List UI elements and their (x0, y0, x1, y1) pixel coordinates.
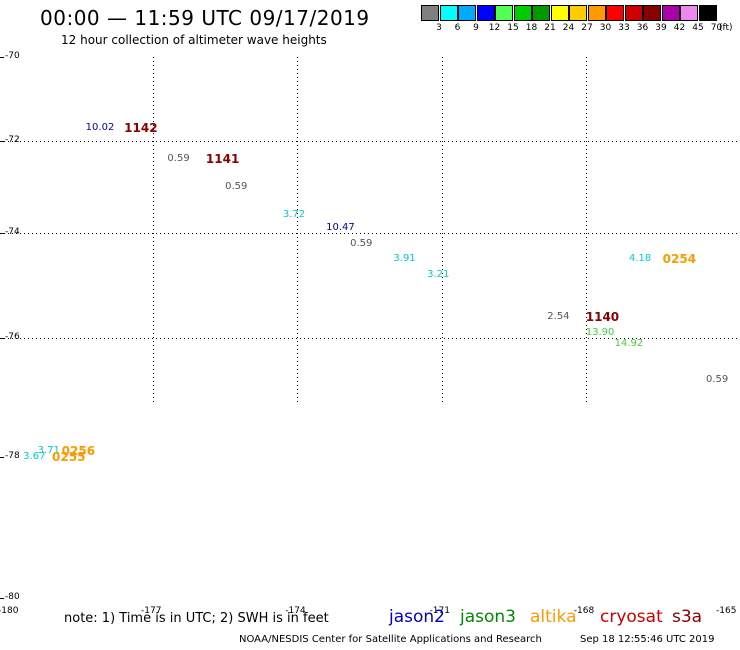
wave-height-value: 2.54 (547, 311, 570, 322)
legend-swatch (532, 5, 550, 21)
legend-swatch (624, 5, 643, 21)
legend-swatch (439, 5, 458, 21)
lat-label: -70 (5, 51, 20, 61)
pass-time-label: 1141 (205, 152, 240, 167)
legend-unit: (ft) (719, 23, 733, 33)
wave-height-value: 3.72 (282, 208, 306, 220)
legend-swatch (513, 5, 532, 21)
legend-swatch (495, 5, 513, 21)
lat-label: -72 (5, 135, 20, 145)
legend-label: 6 (454, 23, 461, 33)
pass-time-label: 0256 (61, 444, 96, 459)
lon-label: -177 (141, 606, 162, 616)
legend-label: 21 (544, 23, 556, 33)
wave-height-value: 3.67 (23, 451, 46, 462)
lon-label: -180 (0, 606, 19, 616)
wave-height-value: 0.59 (167, 153, 190, 165)
wave-height-value: 3.21 (427, 269, 450, 280)
wave-height-value: 3.91 (393, 253, 416, 265)
wave-height-value: 10.02 (85, 122, 115, 134)
pass-time-label: 1140 (585, 310, 620, 324)
legend-label: 36 (636, 23, 649, 33)
legend-label: 39 (655, 23, 667, 33)
legend-label: 12 (488, 23, 501, 33)
lon-label: -171 (429, 606, 450, 616)
footer-credit: NOAA/NESDIS Center for Satellite Applica… (239, 634, 542, 645)
wave-height-value: 0.59 (350, 237, 373, 249)
legend-label: 70 (710, 23, 723, 33)
wave-height-value: 14.92 (614, 337, 644, 349)
legend-label: 9 (473, 23, 479, 33)
legend-label: 27 (581, 23, 593, 33)
wave-height-value: 3.71 (37, 445, 60, 457)
satellite-name: cryosat (600, 607, 663, 627)
lon-label: -168 (573, 606, 595, 616)
lon-label: -174 (285, 606, 306, 616)
satellite-name: s3a (672, 607, 703, 627)
legend-swatch (421, 5, 439, 21)
map-subtitle: 12 hour collection of altimeter wave hei… (61, 33, 327, 47)
legend-label: 30 (599, 23, 612, 33)
legend-swatch (550, 5, 569, 21)
footer-timestamp: Sep 18 12:55:46 UTC 2019 (580, 634, 715, 645)
satellite-name: altika (530, 607, 577, 627)
legend-swatch (643, 5, 661, 21)
legend-swatch (458, 5, 476, 21)
wave-height-value: 13.90 (585, 326, 615, 338)
legend-label: 18 (525, 23, 538, 33)
legend-label: 33 (618, 23, 630, 33)
pass-time-label: 0254 (662, 252, 697, 267)
pass-time-label: 0255 (52, 450, 86, 464)
wave-height-value: 10.47 (326, 222, 355, 234)
legend-swatch (569, 5, 587, 21)
legend-swatch (680, 5, 698, 21)
legend-label: 15 (507, 23, 519, 33)
legend-label: 3 (436, 23, 442, 33)
pass-time-label: 1142 (124, 121, 158, 136)
legend-swatch (698, 5, 717, 21)
legend-label: 45 (692, 23, 704, 33)
lat-label: -76 (5, 332, 20, 342)
lat-label: -74 (5, 227, 20, 237)
legend-swatch (606, 5, 624, 21)
footer-note: note: 1) Time is in UTC; 2) SWH is in fe… (64, 611, 329, 626)
satellite-name: jason3 (460, 607, 516, 627)
lon-label: -165 (716, 606, 737, 616)
satellite-name: jason2 (389, 607, 445, 627)
wave-height-value: 0.59 (705, 373, 729, 385)
lat-label: -78 (5, 451, 20, 461)
legend-swatch (587, 5, 606, 21)
legend-swatch (476, 5, 495, 21)
legend-swatch (661, 5, 680, 21)
legend-label: 42 (673, 23, 686, 33)
lat-label: -80 (5, 592, 20, 602)
wave-height-value: 0.59 (225, 181, 248, 192)
wave-height-value: 4.18 (629, 253, 652, 265)
legend-label: 24 (562, 23, 575, 33)
map-title: 00:00 — 11:59 UTC 09/17/2019 (40, 6, 370, 30)
